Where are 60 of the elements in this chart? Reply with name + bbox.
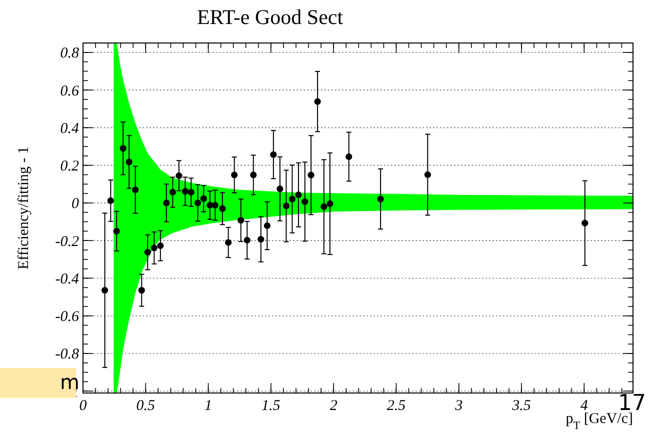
point [238,216,244,224]
point [120,145,126,152]
point [138,286,145,294]
point [212,202,218,209]
point [225,239,232,246]
y-tick-label: 0 [72,196,80,212]
point [144,248,151,256]
point [282,202,290,210]
point [107,197,114,204]
point [176,172,182,179]
point [244,236,250,244]
point [163,200,170,206]
chart-title: ERT-e Good Sect [196,5,344,29]
point [270,151,277,158]
point [219,205,226,212]
x-tick-label: 2.5 [386,398,406,414]
point [326,200,334,207]
point [182,188,189,195]
x-tick-label: 2 [330,398,338,414]
x-tick-label: 0.5 [136,398,156,414]
y-tick-label: -0.4 [55,271,80,288]
point [200,195,207,202]
point [308,172,314,178]
y-axis-title: Efficiency/fitting - 1 [16,146,32,270]
y-tick-label: 0.4 [60,120,80,137]
point [113,228,120,234]
point [302,198,308,205]
point [314,98,321,105]
y-tick-label: 0.8 [60,46,80,62]
point [132,186,139,194]
point [102,286,108,294]
x-tick-label: 3.5 [511,398,532,414]
y-tick-label: 0.6 [60,83,80,100]
point [157,242,164,249]
point [424,171,431,178]
point [320,203,328,210]
point [258,236,264,243]
point [150,244,158,252]
point [276,186,284,192]
y-tick-label: -0.6 [55,309,80,326]
point [377,196,384,202]
x-tick-label: 1.5 [262,398,281,414]
y-tick-label: 0.2 [60,158,80,175]
point [194,200,202,206]
point [582,220,588,226]
x-tick-label: 1 [204,398,212,414]
y-tick-label: -0.8 [55,346,80,363]
point [288,196,296,202]
y-tick-label: -0.2 [55,234,80,250]
x-tick-label: 4 [580,398,588,414]
x-tick-label: 3 [454,398,463,414]
point [188,188,194,196]
point [126,158,132,166]
point [169,188,176,196]
point [231,172,238,178]
point [346,153,352,160]
point [295,192,302,198]
point [250,172,257,178]
text: m [60,370,80,394]
point [264,222,270,230]
